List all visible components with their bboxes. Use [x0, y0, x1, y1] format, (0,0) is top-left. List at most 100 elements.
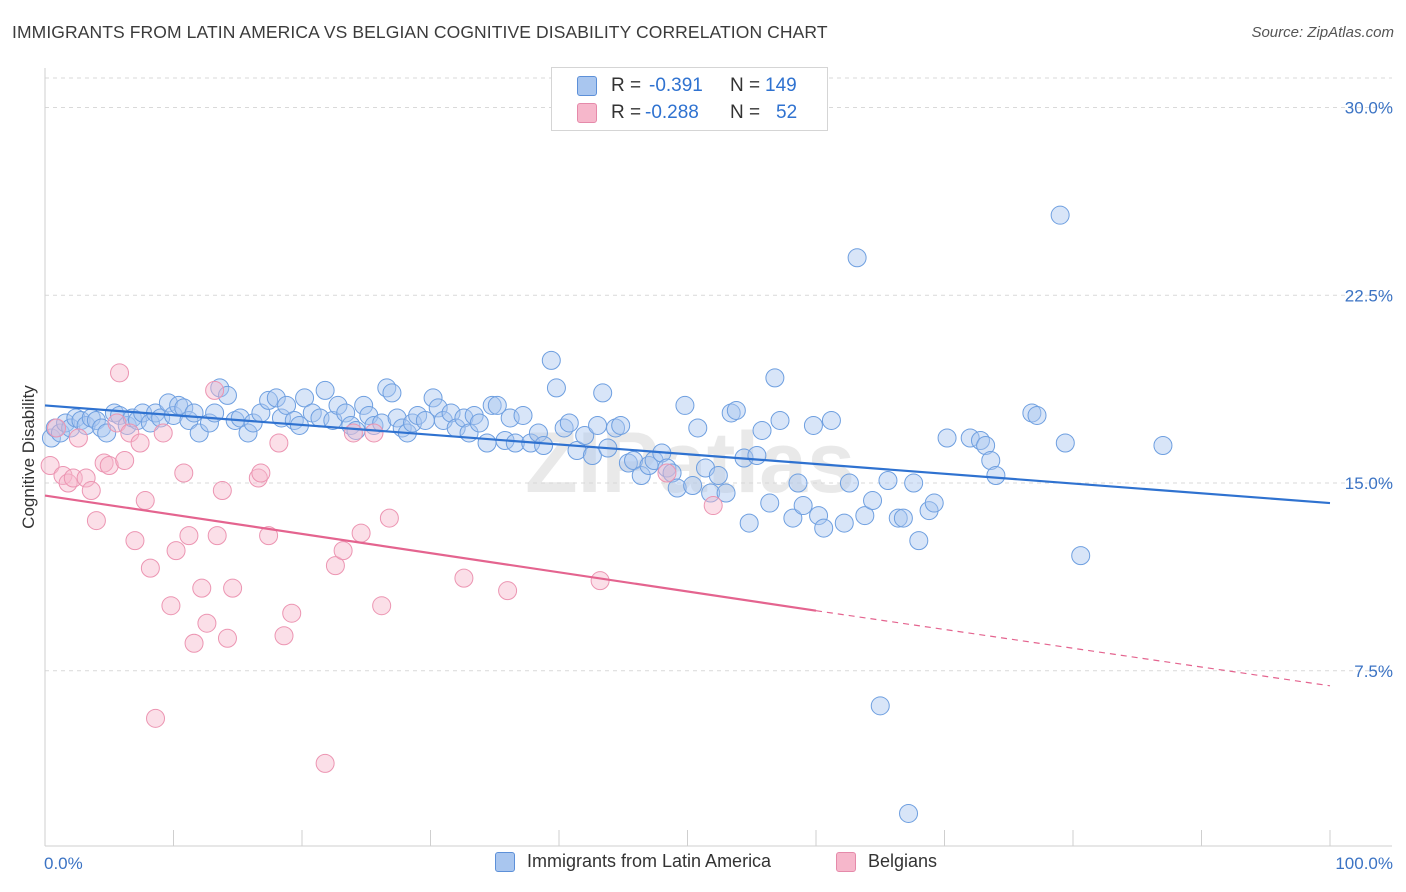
point-latin-america [377, 378, 397, 398]
point-latin-america [657, 458, 677, 478]
legend-row-latin-america: R = -0.391 N = 149 [552, 74, 827, 98]
point-latin-america [169, 395, 189, 415]
point-latin-america [839, 473, 859, 493]
point-latin-america [189, 423, 209, 443]
legend-n-value: 149 [765, 75, 797, 96]
point-latin-america [92, 418, 112, 438]
legend-swatch-blue [577, 76, 597, 96]
point-belgians [130, 433, 150, 453]
point-latin-america [575, 425, 595, 445]
point-latin-america [505, 433, 525, 453]
point-belgians [590, 571, 610, 591]
point-latin-america [981, 451, 1001, 471]
point-belgians [115, 451, 135, 471]
point-latin-america [631, 466, 651, 486]
point-latin-america [986, 466, 1006, 486]
point-belgians [217, 628, 237, 648]
point-latin-america [809, 506, 829, 526]
legend-row-belgians: R = -0.288 N = 52 [552, 101, 827, 125]
point-latin-america [909, 531, 929, 551]
point-belgians [657, 463, 677, 483]
point-latin-america [41, 428, 61, 448]
point-latin-america [760, 493, 780, 513]
point-latin-america [588, 415, 608, 435]
point-latin-america [266, 388, 286, 408]
point-belgians [76, 468, 96, 488]
point-belgians [110, 363, 130, 383]
point-belgians [212, 481, 232, 501]
point-belgians [364, 423, 384, 443]
series-belgians-points [40, 363, 723, 773]
point-latin-america [56, 413, 76, 433]
point-belgians [274, 626, 294, 646]
y-tick-label: 30.0% [1345, 99, 1393, 118]
y-tick-label: 15.0% [1345, 474, 1393, 493]
point-latin-america [937, 428, 957, 448]
point-belgians [197, 613, 217, 633]
point-latin-america [855, 506, 875, 526]
point-belgians [379, 508, 399, 528]
point-latin-america [606, 418, 626, 438]
point-latin-america [793, 496, 813, 516]
y-tick-label: 7.5% [1354, 662, 1393, 681]
point-belgians [179, 526, 199, 546]
grid-layer [45, 77, 1392, 672]
point-belgians [120, 423, 140, 443]
legend-r-label: R = [611, 75, 642, 96]
point-belgians [498, 581, 518, 601]
point-latin-america [423, 388, 443, 408]
legend-n-value: 52 [776, 102, 798, 123]
point-latin-america [788, 473, 808, 493]
point-latin-america [662, 463, 682, 483]
series-latin-america-points [41, 205, 1173, 823]
correlation-legend: R = -0.391 N = 149 R = -0.288 N = 52 [551, 67, 828, 131]
point-belgians [47, 418, 67, 438]
point-latin-america [803, 415, 823, 435]
legend-item-belgians: Belgians [836, 851, 937, 872]
point-latin-america [238, 423, 258, 443]
point-belgians [207, 526, 227, 546]
point-latin-america [1071, 546, 1091, 566]
point-latin-america [611, 415, 631, 435]
point-latin-america [770, 410, 790, 430]
point-belgians [248, 468, 268, 488]
point-latin-america [683, 476, 703, 496]
point-latin-america [336, 403, 356, 423]
legend-label-latin-america: Immigrants from Latin America [527, 851, 772, 871]
point-belgians [184, 633, 204, 653]
point-latin-america [61, 418, 81, 438]
point-belgians [325, 556, 345, 576]
point-belgians [68, 428, 88, 448]
point-latin-america [878, 471, 898, 491]
point-latin-america [924, 493, 944, 513]
x-tick-label: 100.0% [1335, 854, 1393, 873]
point-latin-america [382, 383, 402, 403]
point-belgians [174, 463, 194, 483]
point-latin-america [477, 433, 497, 453]
point-belgians [166, 541, 186, 561]
point-belgians [161, 596, 181, 616]
point-latin-america [295, 388, 315, 408]
legend-swatch-blue [495, 851, 515, 872]
point-latin-america [708, 466, 728, 486]
point-latin-america [904, 473, 924, 493]
point-latin-america [328, 395, 348, 415]
point-latin-america [259, 390, 279, 410]
point-latin-america [482, 395, 502, 415]
point-latin-america [834, 513, 854, 533]
point-latin-america [1022, 403, 1042, 423]
legend-r-value: -0.288 [645, 102, 699, 123]
point-latin-america [847, 248, 867, 268]
point-latin-america [1050, 205, 1070, 225]
point-latin-america [513, 405, 533, 425]
tick-labels: 7.5% 15.0% 22.5% 30.0% 0.0% 100.0% [44, 99, 1393, 873]
point-belgians [259, 526, 279, 546]
point-belgians [372, 596, 392, 616]
point-latin-america [546, 378, 566, 398]
point-belgians [135, 491, 155, 511]
legend-swatch-pink [836, 851, 856, 872]
point-latin-america [184, 403, 204, 423]
series-legend: Immigrants from Latin America Belgians [0, 851, 1406, 879]
point-belgians [192, 578, 212, 598]
point-latin-america [50, 423, 70, 443]
